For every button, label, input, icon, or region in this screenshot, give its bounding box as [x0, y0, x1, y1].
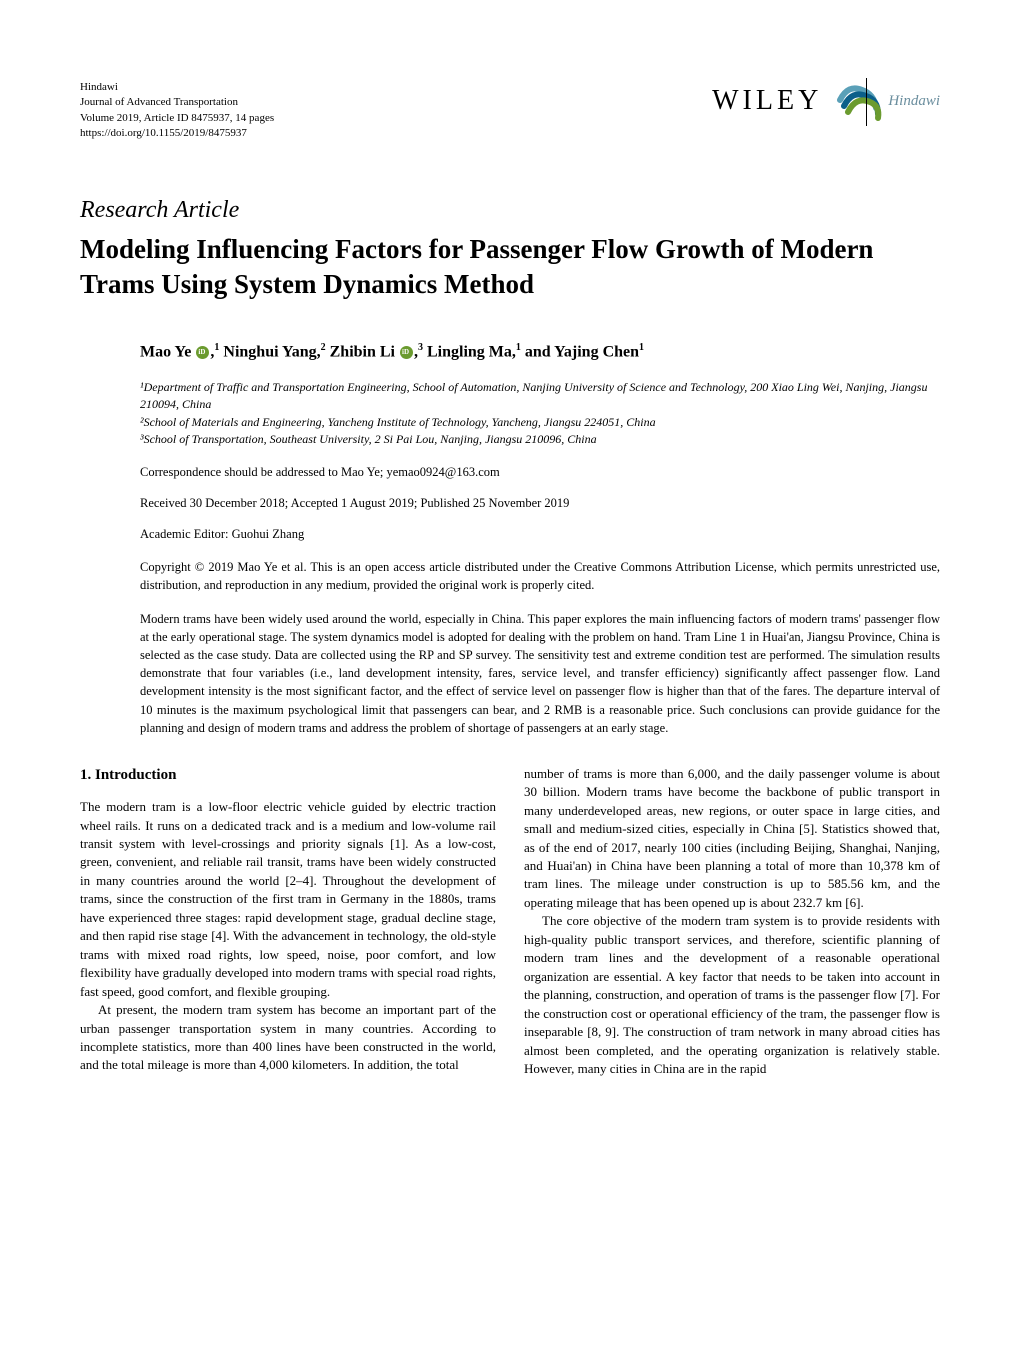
section-heading: 1. Introduction — [80, 765, 496, 786]
header: Hindawi Journal of Advanced Transportati… — [80, 80, 940, 142]
publisher-logos: WILEY Hindawi — [712, 80, 940, 122]
column-right: number of trams is more than 6,000, and … — [524, 765, 940, 1079]
author-name: Ninghui Yang, — [219, 343, 320, 360]
authors-line: Mao Ye ,1 Ninghui Yang,2 Zhibin Li ,3 Li… — [80, 342, 940, 361]
abstract: Modern trams have been widely used aroun… — [80, 610, 940, 737]
article-title: Modeling Influencing Factors for Passeng… — [80, 232, 940, 302]
wiley-logo: WILEY — [712, 85, 822, 117]
affiliation-item: ³School of Transportation, Southeast Uni… — [140, 431, 940, 448]
article-dates: Received 30 December 2018; Accepted 1 Au… — [80, 496, 940, 511]
hindawi-swoosh-icon — [834, 80, 884, 122]
publisher-name: Hindawi — [80, 80, 274, 95]
hindawi-text: Hindawi — [888, 93, 940, 110]
article-type: Research Article — [80, 197, 940, 224]
journal-metadata: Hindawi Journal of Advanced Transportati… — [80, 80, 274, 142]
body-paragraph: At present, the modern tram system has b… — [80, 1001, 496, 1075]
body-columns: 1. Introduction The modern tram is a low… — [80, 765, 940, 1079]
copyright-notice: Copyright © 2019 Mao Ye et al. This is a… — [80, 558, 940, 594]
body-paragraph: The modern tram is a low-floor electric … — [80, 798, 496, 1001]
orcid-icon[interactable] — [400, 346, 413, 359]
column-left: 1. Introduction The modern tram is a low… — [80, 765, 496, 1079]
affiliation-ref: 1 — [639, 342, 644, 353]
doi-link[interactable]: https://doi.org/10.1155/2019/8475937 — [80, 126, 274, 141]
author-name: Lingling Ma, — [423, 343, 516, 360]
author-name: Zhibin Li — [326, 343, 395, 360]
logo-separator — [866, 78, 867, 126]
affiliation-item: ¹Department of Traffic and Transportatio… — [140, 379, 940, 414]
body-paragraph: The core objective of the modern tram sy… — [524, 912, 940, 1078]
author-name: Mao Ye — [140, 343, 191, 360]
affiliation-item: ²School of Materials and Engineering, Ya… — [140, 414, 940, 431]
orcid-icon[interactable] — [196, 346, 209, 359]
body-paragraph: number of trams is more than 6,000, and … — [524, 765, 940, 913]
hindawi-logo: Hindawi — [834, 80, 940, 122]
correspondence: Correspondence should be addressed to Ma… — [80, 465, 940, 480]
journal-name: Journal of Advanced Transportation — [80, 95, 274, 110]
affiliations: ¹Department of Traffic and Transportatio… — [80, 379, 940, 449]
author-name: and Yajing Chen — [521, 343, 639, 360]
volume-info: Volume 2019, Article ID 8475937, 14 page… — [80, 111, 274, 126]
academic-editor: Academic Editor: Guohui Zhang — [80, 527, 940, 542]
